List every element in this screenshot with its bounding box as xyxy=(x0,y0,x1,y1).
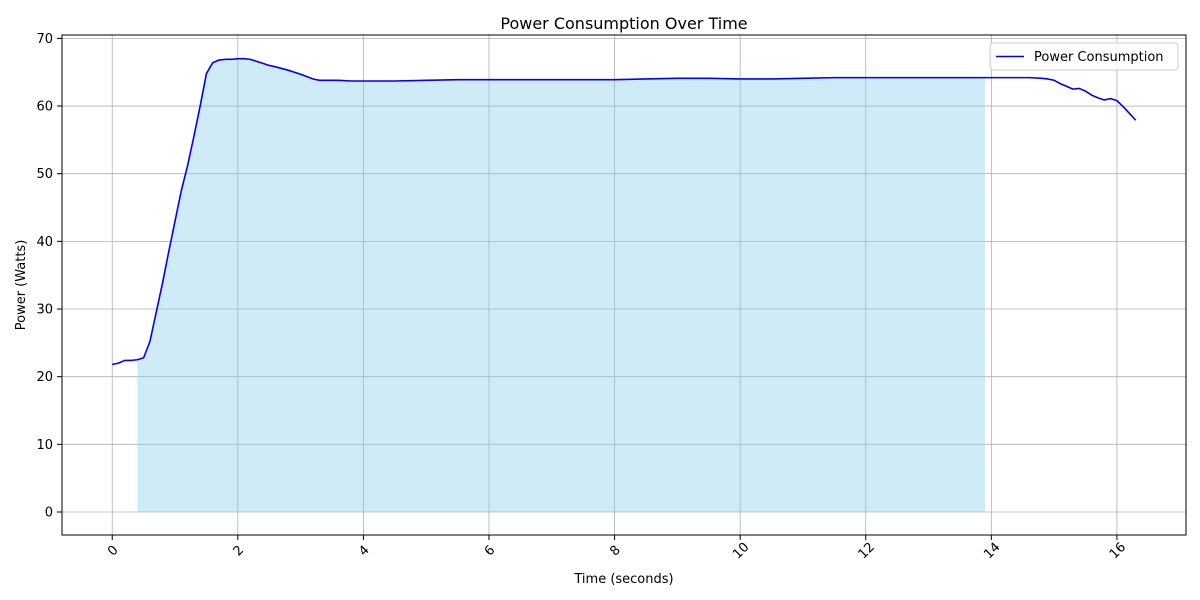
y-tick-label: 60 xyxy=(36,100,53,115)
grid xyxy=(62,35,1186,535)
plot-frame xyxy=(61,34,1187,536)
power-consumption-line xyxy=(112,57,1137,366)
legend-label: Power Consumption xyxy=(1034,50,1164,65)
y-tick-label: 0 xyxy=(45,505,53,520)
shaded-area-fill xyxy=(137,58,986,512)
legend: Power Consumption xyxy=(989,42,1179,71)
shaded-area xyxy=(137,58,986,512)
y-tick-label: 70 xyxy=(36,32,53,47)
y-tick-label: 50 xyxy=(36,167,53,182)
chart-title: Power Consumption Over Time xyxy=(500,14,747,33)
y-tick-label: 20 xyxy=(36,370,53,385)
y-tick-label: 10 xyxy=(36,438,53,453)
legend-box xyxy=(989,42,1179,71)
x-axis-label: Time (seconds) xyxy=(573,572,673,587)
y-tick-label: 40 xyxy=(36,235,53,250)
series-line-layer xyxy=(112,57,1137,366)
y-axis-label: Power (Watts) xyxy=(14,240,29,331)
y-tick-label: 30 xyxy=(36,303,53,318)
